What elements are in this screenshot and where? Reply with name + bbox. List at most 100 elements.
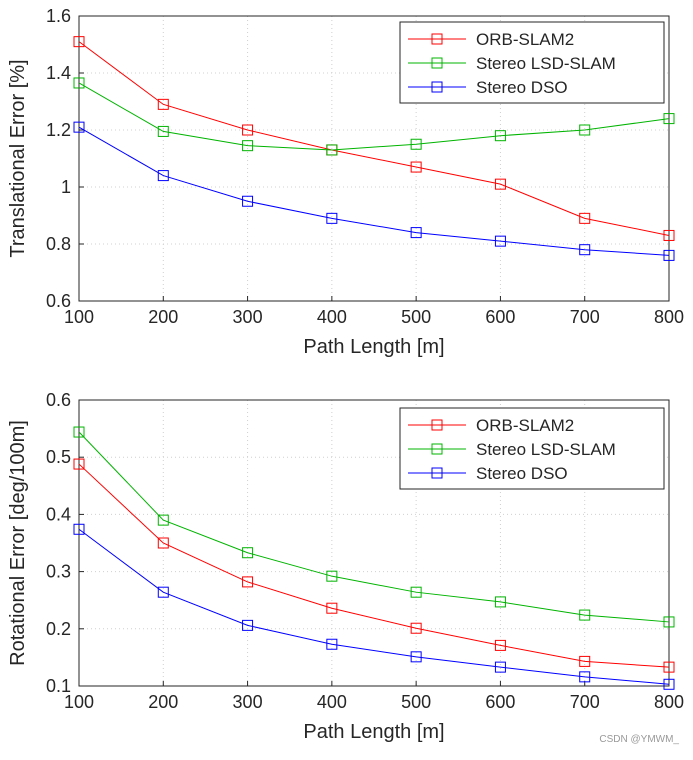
x-tick-label: 400: [317, 307, 347, 327]
y-tick-label: 1.6: [46, 6, 71, 26]
y-tick-label: 0.1: [46, 676, 71, 696]
y-tick-label: 0.8: [46, 234, 71, 254]
data-point: [663, 229, 675, 241]
data-point: [242, 576, 254, 588]
x-tick-label: 200: [148, 692, 178, 712]
data-point: [663, 678, 675, 690]
data-point: [579, 212, 591, 224]
series-orb-slam2: [73, 36, 675, 241]
x-tick-label: 100: [64, 692, 94, 712]
x-tick-label: 300: [233, 307, 263, 327]
data-point: [579, 124, 591, 136]
data-point: [494, 235, 506, 247]
y-axis-label: Rotational Error [deg/100m]: [7, 420, 29, 666]
data-point: [73, 121, 85, 133]
legend-label: ORB-SLAM2: [476, 416, 574, 435]
legend-label: Stereo DSO: [476, 78, 568, 97]
data-point: [494, 178, 506, 190]
series-line: [78, 82, 670, 151]
x-tick-label: 100: [64, 307, 94, 327]
watermark: CSDN @YMWM_: [599, 734, 679, 745]
series-stereo-dso: [73, 523, 675, 690]
legend-marker: [431, 467, 443, 479]
series-line: [78, 528, 670, 685]
data-point: [73, 523, 85, 535]
data-point: [326, 144, 338, 156]
data-point: [410, 138, 422, 150]
data-point: [410, 161, 422, 173]
data-point: [73, 458, 85, 470]
series-stereo-lsd-slam: [73, 77, 675, 156]
x-tick-label: 600: [485, 692, 515, 712]
legend-label: Stereo DSO: [476, 464, 568, 483]
data-point: [494, 661, 506, 673]
data-point: [663, 661, 675, 673]
y-tick-label: 0.6: [46, 291, 71, 311]
axes-box: [78, 15, 670, 302]
x-axis-label: Path Length [m]: [303, 336, 444, 358]
series-line: [78, 463, 670, 668]
data-point: [579, 244, 591, 256]
data-point: [157, 537, 169, 549]
x-tick-label: 300: [233, 692, 263, 712]
data-point: [579, 609, 591, 621]
y-tick-label: 1.2: [46, 120, 71, 140]
y-axis-label: Translational Error [%]: [7, 59, 29, 257]
data-point: [494, 596, 506, 608]
data-point: [242, 195, 254, 207]
series-orb-slam2: [73, 458, 675, 673]
legend-label: ORB-SLAM2: [476, 30, 574, 49]
data-point: [663, 113, 675, 125]
series-line: [78, 41, 670, 236]
data-point: [157, 586, 169, 598]
data-point: [326, 602, 338, 614]
plot-2: 100 200 300 400 500 600 700 800 0.1 0.2 0.3 0.4 0.5 0…: [7, 390, 684, 743]
y-tick-label: 0.4: [46, 504, 71, 524]
data-point: [157, 98, 169, 110]
legend-marker: [431, 33, 443, 45]
legend-label: Stereo LSD-SLAM: [476, 440, 616, 459]
x-tick-label: 800: [654, 692, 684, 712]
data-point: [579, 671, 591, 683]
x-tick-label: 700: [570, 307, 600, 327]
y-tick-label: 0.2: [46, 619, 71, 639]
data-point: [242, 124, 254, 136]
x-tick-label: 200: [148, 307, 178, 327]
x-tick-label: 500: [401, 692, 431, 712]
legend: ORB-SLAM2 Stereo LSD-SLAM Stereo DSO: [399, 407, 665, 490]
legend-marker: [431, 419, 443, 431]
x-tick-label: 500: [401, 307, 431, 327]
data-point: [326, 212, 338, 224]
legend-marker: [431, 443, 443, 455]
data-point: [242, 619, 254, 631]
data-point: [73, 426, 85, 438]
x-tick-label: 700: [570, 692, 600, 712]
series-line: [78, 431, 670, 623]
data-point: [579, 655, 591, 667]
x-tick-label: 400: [317, 692, 347, 712]
data-point: [410, 586, 422, 598]
legend-label: Stereo LSD-SLAM: [476, 54, 616, 73]
data-point: [494, 130, 506, 142]
data-point: [242, 547, 254, 559]
x-tick-label: 600: [485, 307, 515, 327]
data-point: [410, 227, 422, 239]
data-point: [157, 170, 169, 182]
y-tick-label: 0.3: [46, 562, 71, 582]
data-point: [326, 570, 338, 582]
y-tick-label: 0.5: [46, 447, 71, 467]
legend-marker: [431, 57, 443, 69]
x-tick-label: 800: [654, 307, 684, 327]
legend-marker: [431, 81, 443, 93]
y-tick-label: 1.4: [46, 63, 71, 83]
data-point: [157, 125, 169, 137]
data-point: [410, 622, 422, 634]
data-point: [494, 639, 506, 651]
data-point: [242, 140, 254, 152]
data-point: [663, 616, 675, 628]
y-tick-label: 0.6: [46, 390, 71, 410]
series-stereo-dso: [73, 121, 675, 261]
plot-1: 100 200 300 400 500 600 700 800 0.6 0.8 1 1.2 1.4 1.6…: [7, 6, 684, 358]
